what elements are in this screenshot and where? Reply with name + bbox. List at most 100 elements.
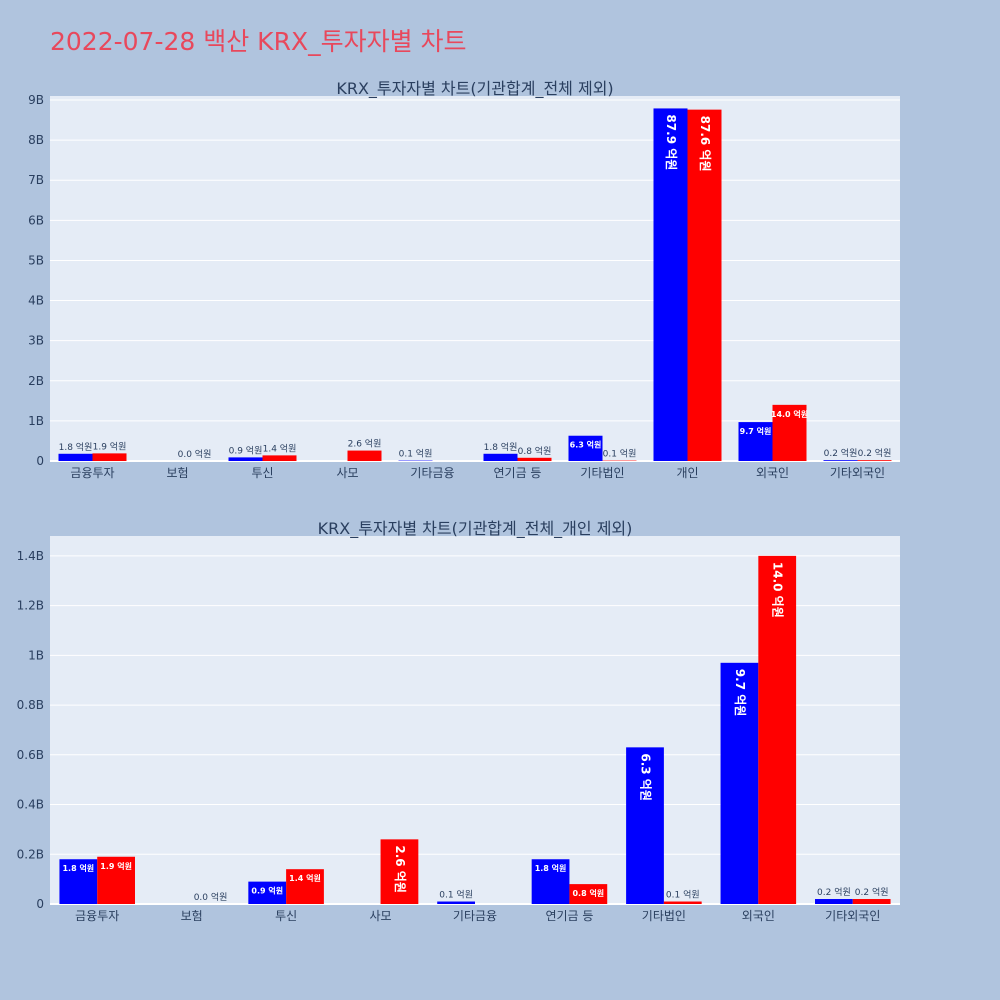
chart2-data-label: 0.9 억원 bbox=[251, 886, 283, 896]
chart1-xtick-label: 기타법인 bbox=[580, 466, 624, 480]
chart2-ytick-label: 1.4B bbox=[17, 549, 44, 563]
chart1-bar bbox=[92, 453, 127, 461]
chart1-bar bbox=[772, 404, 807, 461]
chart1-data-label: 87.9 억원 bbox=[664, 114, 678, 170]
chart1-xtick-label: 기타금융 bbox=[410, 466, 454, 480]
chart2-xtick-label: 금융투자 bbox=[75, 909, 119, 923]
chart2-xtick-label: 연기금 등 bbox=[545, 909, 593, 923]
page-title: 2022-07-28 백산 KRX_투자자별 차트 bbox=[50, 27, 467, 56]
chart1-data-label: 0.2 억원 bbox=[824, 447, 858, 459]
chart2-data-label: 1.8 억원 bbox=[62, 863, 94, 873]
chart2-bar bbox=[286, 869, 324, 904]
chart2-data-label: 0.2 억원 bbox=[855, 886, 889, 898]
chart1-bar bbox=[347, 450, 382, 461]
chart2-ytick-label: 1.2B bbox=[17, 599, 44, 613]
chart2-ytick-label: 0.6B bbox=[17, 748, 44, 762]
chart2-xtick-label: 기타법인 bbox=[642, 909, 686, 923]
chart1-bar bbox=[823, 460, 858, 461]
chart-top: KRX_투자자별 차트(기관합계_전체 제외) 0 1B 2B 3B 4B 5B 6B 7B 8B… bbox=[28, 79, 900, 480]
chart1-data-label: 9.7 억원 bbox=[740, 426, 772, 436]
chart2-data-label: 6.3 억원 bbox=[639, 753, 653, 801]
chart2-xtick-label: 사모 bbox=[370, 909, 392, 923]
chart1-ytick-label: 3B bbox=[28, 334, 44, 348]
chart1-plot-area bbox=[50, 96, 900, 461]
chart2-data-label: 0.0 억원 bbox=[194, 891, 228, 903]
chart2-xtick-label: 보험 bbox=[181, 909, 203, 923]
chart1-ytick-label: 6B bbox=[28, 213, 44, 227]
chart1-data-label: 0.2 억원 bbox=[858, 447, 892, 459]
chart1-bar bbox=[687, 109, 722, 461]
chart2-data-label: 2.6 억원 bbox=[393, 845, 407, 893]
chart1-ytick-label: 7B bbox=[28, 173, 44, 187]
chart2-bar bbox=[758, 555, 797, 904]
chart2-ytick-label: 0.8B bbox=[17, 698, 44, 712]
chart1-bar bbox=[228, 457, 263, 461]
chart2-xtick-label: 기타외국인 bbox=[825, 909, 880, 923]
chart1-bar bbox=[262, 455, 297, 461]
chart2-data-label: 14.0 억원 bbox=[771, 562, 785, 618]
chart2-data-label: 9.7 억원 bbox=[733, 669, 747, 717]
chart2-bar bbox=[626, 747, 664, 904]
chart1-bar bbox=[738, 422, 773, 461]
chart1-data-label: 0.1 억원 bbox=[399, 448, 433, 460]
chart1-data-label: 1.8 억원 bbox=[484, 441, 518, 453]
chart2-bar bbox=[97, 856, 135, 904]
chart2-bar bbox=[380, 839, 419, 904]
chart1-xtick-label: 사모 bbox=[336, 466, 358, 480]
chart2-bar bbox=[663, 901, 702, 904]
chart2-bar bbox=[720, 662, 759, 904]
chart1-data-label: 0.9 억원 bbox=[229, 444, 263, 456]
chart2-ytick-label: 0.4B bbox=[17, 798, 44, 812]
chart1-data-label: 6.3 억원 bbox=[570, 440, 602, 450]
chart2-ytick-label: 1B bbox=[28, 648, 44, 662]
chart1-data-label: 0.1 억원 bbox=[603, 448, 637, 460]
chart1-data-label: 2.6 억원 bbox=[348, 438, 382, 450]
chart2-data-label: 0.2 억원 bbox=[817, 886, 851, 898]
chart2-xtick-label: 외국인 bbox=[742, 909, 775, 923]
chart1-ytick-label: 5B bbox=[28, 253, 44, 267]
chart2-data-label: 0.8 억원 bbox=[572, 888, 604, 898]
chart1-xtick-label: 투신 bbox=[251, 466, 273, 480]
chart1-bar bbox=[483, 453, 518, 461]
chart1-bar bbox=[517, 457, 552, 461]
chart1-data-label: 14.0 억원 bbox=[771, 409, 808, 419]
chart1-xtick-label: 기타외국인 bbox=[830, 466, 885, 480]
chart2-data-label: 1.9 억원 bbox=[100, 861, 132, 871]
chart1-ytick-label: 1B bbox=[28, 414, 44, 428]
chart2-bar bbox=[59, 859, 98, 904]
chart1-ytick-label: 0 bbox=[36, 454, 44, 468]
chart2-bar bbox=[815, 899, 853, 904]
chart1-bar bbox=[857, 460, 892, 461]
chart1-xtick-label: 보험 bbox=[166, 466, 188, 480]
chart2-bar bbox=[437, 901, 475, 904]
chart1-xtick-label: 외국인 bbox=[756, 466, 789, 480]
chart2-xtick-label: 기타금융 bbox=[453, 909, 497, 923]
chart2-data-label: 1.8 억원 bbox=[535, 863, 567, 873]
chart1-ytick-label: 4B bbox=[28, 294, 44, 308]
chart1-ytick-label: 8B bbox=[28, 133, 44, 147]
chart1-data-label: 0.0 억원 bbox=[178, 448, 212, 460]
chart1-bar bbox=[568, 435, 603, 461]
chart2-data-label: 1.4 억원 bbox=[289, 873, 321, 883]
chart2-data-label: 0.1 억원 bbox=[439, 889, 473, 901]
chart1-data-label: 1.8 억원 bbox=[59, 441, 93, 453]
chart2-bar bbox=[248, 881, 287, 904]
chart2-title: KRX_투자자별 차트(기관합계_전체_개인 제외) bbox=[318, 519, 633, 539]
chart1-data-label: 87.6 억원 bbox=[698, 116, 712, 172]
chart1-ytick-label: 2B bbox=[28, 374, 44, 388]
chart2-xtick-label: 투신 bbox=[275, 909, 297, 923]
chart1-data-label: 0.8 억원 bbox=[518, 445, 552, 457]
chart1-data-label: 1.9 억원 bbox=[93, 440, 127, 452]
chart1-ytick-label: 9B bbox=[28, 93, 44, 107]
chart2-data-label: 0.1 억원 bbox=[666, 889, 700, 901]
chart1-xtick-label: 금융투자 bbox=[70, 466, 114, 480]
chart1-title: KRX_투자자별 차트(기관합계_전체 제외) bbox=[336, 79, 613, 99]
chart1-bar bbox=[653, 108, 688, 461]
chart1-bar bbox=[58, 453, 93, 461]
chart2-bar bbox=[569, 884, 608, 904]
chart2-ytick-label: 0 bbox=[36, 897, 44, 911]
chart1-xtick-label: 연기금 등 bbox=[494, 466, 542, 480]
chart2-bar bbox=[852, 899, 891, 904]
chart2-ytick-label: 0.2B bbox=[17, 847, 44, 861]
chart1-data-label: 1.4 억원 bbox=[263, 442, 297, 454]
